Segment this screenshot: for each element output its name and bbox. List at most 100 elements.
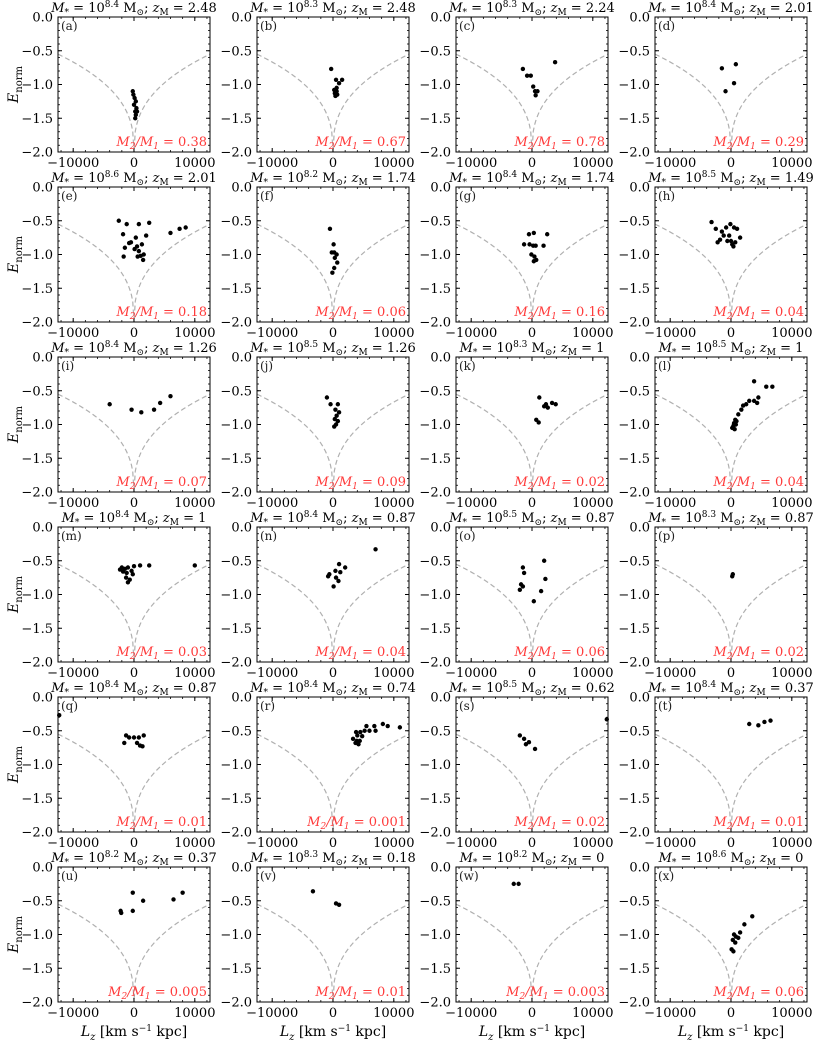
x-tick-label: −10000 (246, 836, 298, 851)
x-tick-label: −10000 (445, 666, 497, 681)
y-tick-label: −2.0 (618, 656, 650, 671)
y-tick-label: −1.0 (618, 588, 650, 603)
x-tick-label: 10000 (174, 496, 215, 511)
x-tick-label: 10000 (572, 1006, 613, 1021)
data-point (324, 395, 330, 400)
data-point (335, 418, 341, 424)
y-tick-label: −2.0 (419, 826, 451, 841)
data-point (397, 725, 403, 730)
data-point (732, 427, 737, 432)
x-tick-label: 10000 (373, 836, 414, 851)
plot-frame (654, 186, 808, 323)
y-tick-label: 0.0 (32, 691, 53, 706)
y-tick-label: −0.5 (618, 894, 650, 909)
data-point (134, 109, 140, 114)
panel-letter: (e) (61, 189, 77, 203)
y-tick-label: −2.0 (618, 316, 650, 331)
envelope-curve (257, 223, 409, 322)
plot-frame (455, 356, 609, 493)
data-point (328, 66, 334, 72)
data-point (541, 404, 547, 409)
y-tick-label: −1.5 (21, 282, 53, 297)
data-point (524, 73, 530, 78)
x-axis-label: Lz [km s−1 kpc] (80, 1024, 187, 1043)
x-tick-label: 10000 (373, 326, 414, 341)
x-tick-label: 0 (727, 1006, 735, 1021)
data-point (333, 77, 339, 82)
mass-ratio-label: M2/M1 = 0.09 (314, 475, 406, 492)
panel-title: M* = 108.2 M⊙; zM = 1.74 (249, 170, 416, 188)
y-tick-label: −2.0 (419, 146, 451, 161)
panel-title: M* = 108.3 M⊙; zM = 2.24 (448, 0, 615, 18)
y-tick-label: −1.5 (220, 962, 252, 977)
panel-s: M* = 108.5 M⊙; zM = 0.620.0 −0.5 −1.0 −1.5 −… (419, 680, 614, 851)
x-tick-label: −10000 (47, 836, 99, 851)
data-point (731, 80, 737, 86)
x-tick-label: 10000 (771, 156, 812, 171)
panel-letter: (m) (61, 529, 82, 543)
y-tick-label: 0.0 (629, 861, 650, 876)
mass-ratio-label: M2/M1 = 0.001 (306, 815, 406, 832)
plot-frame (256, 866, 410, 1003)
data-point (131, 92, 136, 97)
data-point (130, 572, 135, 577)
y-tick-label: −0.5 (618, 214, 650, 229)
x-tick-label: −10000 (644, 836, 696, 851)
data-point (139, 242, 145, 247)
plot-frame (654, 526, 808, 663)
data-point (332, 424, 337, 429)
data-point (125, 580, 131, 585)
panel-v: M* = 108.3 M⊙; zM = 0.180.0 −0.5 −1.0 −1.5 −… (220, 850, 415, 1043)
plot-frame (455, 16, 609, 153)
data-point (709, 219, 714, 225)
plot-frame (455, 526, 609, 663)
x-tick-label: 10000 (572, 496, 613, 511)
data-point (136, 221, 142, 227)
panel-m: M* = 108.4 M⊙; zM = 1 0.0 −0.5 −1.0 −1.5 −2.0… (6, 510, 215, 681)
y-tick-label: −0.5 (419, 554, 451, 569)
data-point (310, 889, 316, 894)
x-tick-label: 10000 (572, 836, 613, 851)
data-point (730, 574, 735, 579)
data-point (549, 400, 555, 406)
envelope-curve (456, 393, 608, 492)
panel-letter: (h) (658, 189, 675, 203)
data-point (180, 890, 185, 895)
data-point (728, 238, 734, 244)
envelope-curve (456, 53, 608, 152)
data-point (511, 881, 516, 887)
y-tick-label: −1.0 (618, 928, 650, 943)
y-tick-label: −0.5 (618, 724, 650, 739)
y-tick-label: 0.0 (629, 351, 650, 366)
y-tick-label: −1.0 (618, 248, 650, 263)
data-point (130, 890, 135, 895)
y-tick-label: −0.5 (618, 384, 650, 399)
panel-title: M* = 108.3 M⊙; zM = 1 (459, 340, 605, 358)
panel-letter: (a) (61, 19, 78, 33)
x-tick-label: 0 (329, 156, 337, 171)
x-tick-label: 10000 (373, 1006, 414, 1021)
y-tick-label: 0.0 (32, 521, 53, 536)
mass-ratio-label: M2/M1 = 0.01 (314, 985, 406, 1002)
panel-title: M* = 108.5 M⊙; zM = 1.26 (249, 340, 416, 358)
x-tick-label: −10000 (445, 1006, 497, 1021)
y-tick-label: 0.0 (430, 351, 451, 366)
y-tick-label: −1.0 (21, 418, 53, 433)
mass-ratio-label: M2/M1 = 0.06 (513, 645, 605, 662)
data-point (332, 265, 337, 271)
data-point (350, 736, 356, 742)
y-tick-label: −2.0 (220, 146, 252, 161)
x-tick-label: −10000 (246, 326, 298, 341)
data-point (356, 742, 361, 747)
y-tick-label: −1.0 (220, 418, 252, 433)
panel-title: M* = 108.3 M⊙; zM = 2.48 (249, 0, 416, 18)
data-point (134, 740, 140, 746)
x-tick-label: 0 (130, 1006, 138, 1021)
data-point (751, 379, 757, 384)
plot-frame (57, 866, 211, 1003)
panel-letter: (w) (459, 869, 479, 883)
x-tick-label: −10000 (246, 156, 298, 171)
data-point (168, 393, 173, 399)
panel-title: M* = 108.2 M⊙; zM = 0.37 (50, 850, 217, 868)
data-point (731, 244, 736, 249)
